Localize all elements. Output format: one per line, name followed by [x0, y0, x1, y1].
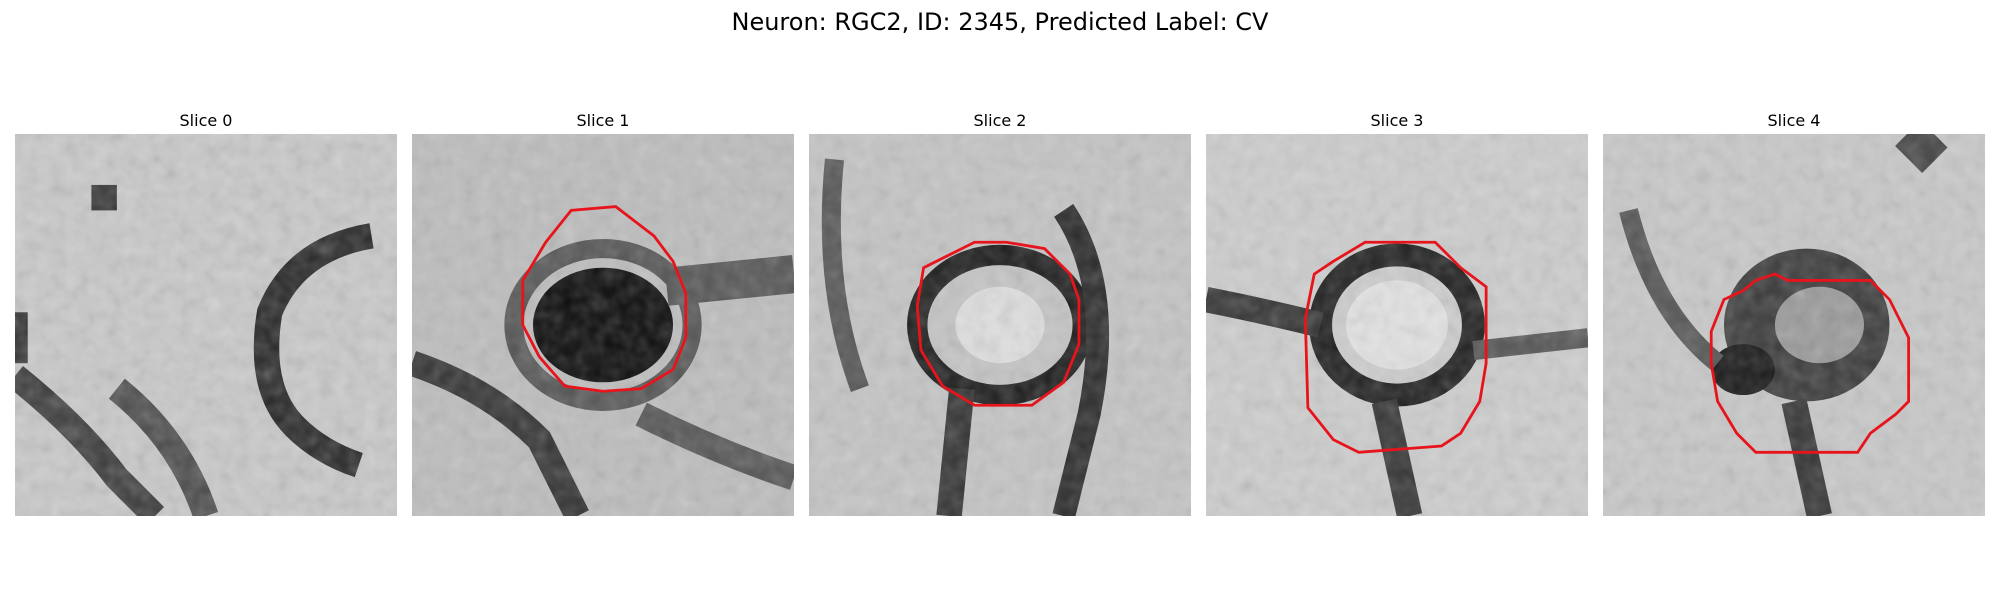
slice-title: Slice 3	[1370, 111, 1424, 130]
slice-image	[412, 134, 794, 516]
slice-title: Slice 2	[973, 111, 1027, 130]
slice-panel-2: Slice 2	[809, 108, 1191, 516]
slice-image	[809, 134, 1191, 516]
slice-image	[1206, 134, 1588, 516]
slice-panel-3: Slice 3	[1206, 108, 1588, 516]
slice-panel-4: Slice 4	[1603, 108, 1985, 516]
outline-marker	[1709, 272, 1911, 454]
figure-title: Neuron: RGC2, ID: 2345, Predicted Label:…	[731, 8, 1269, 36]
slice-image	[1603, 134, 1985, 516]
outline-marker	[1303, 240, 1488, 454]
slice-title: Slice 0	[179, 111, 233, 130]
slice-image	[15, 134, 397, 516]
slice-panel-1: Slice 1	[412, 108, 794, 516]
slice-panel-0: Slice 0	[15, 108, 397, 516]
slice-title: Slice 4	[1767, 111, 1821, 130]
slice-title: Slice 1	[576, 111, 630, 130]
outline-marker	[521, 205, 688, 393]
outline-marker	[915, 240, 1081, 407]
